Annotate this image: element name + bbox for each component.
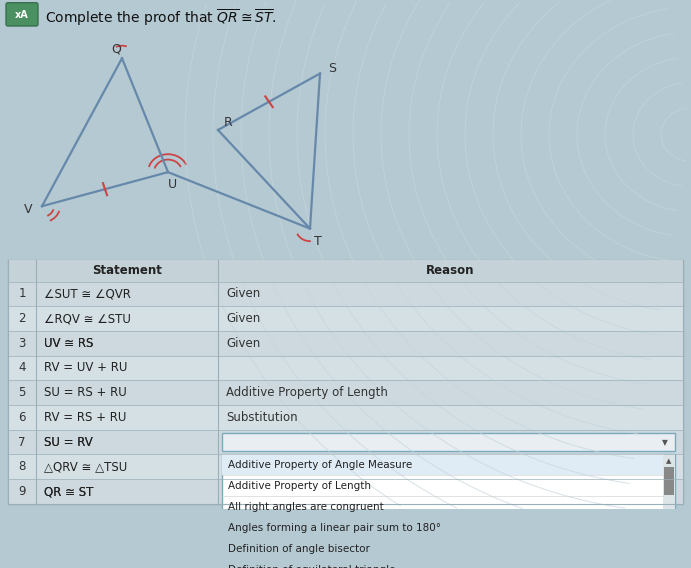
Text: Given: Given bbox=[226, 287, 261, 300]
FancyBboxPatch shape bbox=[8, 356, 683, 381]
Text: Given: Given bbox=[226, 337, 261, 350]
Text: V: V bbox=[23, 203, 32, 216]
Text: 2: 2 bbox=[18, 312, 26, 325]
FancyBboxPatch shape bbox=[8, 282, 683, 306]
Text: 3: 3 bbox=[19, 337, 26, 350]
Text: UV ≅ RS: UV ≅ RS bbox=[44, 337, 93, 350]
FancyBboxPatch shape bbox=[8, 405, 683, 430]
Text: Statement: Statement bbox=[92, 264, 162, 277]
FancyBboxPatch shape bbox=[8, 260, 683, 282]
Text: Angles forming a linear pair sum to 180°: Angles forming a linear pair sum to 180° bbox=[228, 523, 441, 533]
Text: Additive Property of Length: Additive Property of Length bbox=[226, 386, 388, 399]
Text: RV = RS + RU: RV = RS + RU bbox=[44, 411, 126, 424]
Text: QR ≅ ST: QR ≅ ST bbox=[44, 485, 93, 498]
Text: xA: xA bbox=[15, 10, 29, 20]
FancyBboxPatch shape bbox=[8, 381, 683, 405]
FancyBboxPatch shape bbox=[8, 454, 683, 479]
Text: 5: 5 bbox=[19, 386, 26, 399]
Text: Additive Property of Length: Additive Property of Length bbox=[228, 481, 371, 491]
Text: Q: Q bbox=[111, 43, 121, 56]
Text: All right angles are congruent: All right angles are congruent bbox=[228, 502, 384, 512]
Text: 6: 6 bbox=[18, 411, 26, 424]
Text: ▼: ▼ bbox=[662, 437, 668, 446]
Text: ▲: ▲ bbox=[666, 458, 672, 463]
FancyBboxPatch shape bbox=[222, 454, 663, 475]
Text: ∠RQV ≅ ∠STU: ∠RQV ≅ ∠STU bbox=[44, 312, 131, 325]
FancyBboxPatch shape bbox=[8, 306, 683, 331]
FancyBboxPatch shape bbox=[6, 3, 38, 26]
Text: Definition of angle bisector: Definition of angle bisector bbox=[228, 544, 370, 554]
Text: U: U bbox=[167, 178, 177, 191]
Text: UV ≅ RS: UV ≅ RS bbox=[44, 337, 93, 350]
Text: Definition of equilateral triangle: Definition of equilateral triangle bbox=[228, 565, 395, 568]
Text: RV = UV + RU: RV = UV + RU bbox=[44, 361, 127, 374]
Text: 8: 8 bbox=[19, 460, 26, 473]
Text: ∠SUT ≅ ∠QVR: ∠SUT ≅ ∠QVR bbox=[44, 287, 131, 300]
Text: SU = RV: SU = RV bbox=[44, 436, 93, 449]
FancyBboxPatch shape bbox=[222, 454, 675, 568]
FancyBboxPatch shape bbox=[222, 433, 675, 451]
Text: R: R bbox=[224, 116, 232, 130]
FancyBboxPatch shape bbox=[8, 430, 683, 454]
FancyBboxPatch shape bbox=[8, 479, 683, 504]
Text: 7: 7 bbox=[18, 436, 26, 449]
Text: Complete the proof that $\overline{QR} \cong \overline{ST}$.: Complete the proof that $\overline{QR} \… bbox=[45, 8, 276, 28]
FancyBboxPatch shape bbox=[663, 454, 675, 568]
FancyBboxPatch shape bbox=[8, 331, 683, 356]
Text: Reason: Reason bbox=[426, 264, 475, 277]
Text: SU = RS + RU: SU = RS + RU bbox=[44, 386, 126, 399]
Text: Additive Property of Angle Measure: Additive Property of Angle Measure bbox=[228, 460, 413, 470]
FancyBboxPatch shape bbox=[8, 260, 683, 504]
Text: 9: 9 bbox=[18, 485, 26, 498]
Text: 1: 1 bbox=[18, 287, 26, 300]
Text: Given: Given bbox=[226, 312, 261, 325]
Text: S: S bbox=[328, 62, 336, 74]
Text: 4: 4 bbox=[18, 361, 26, 374]
Text: △QRV ≅ △TSU: △QRV ≅ △TSU bbox=[44, 460, 127, 473]
Text: SU = RV: SU = RV bbox=[44, 436, 93, 449]
Text: Substitution: Substitution bbox=[226, 411, 298, 424]
Text: QR ≅ ST: QR ≅ ST bbox=[44, 485, 93, 498]
FancyBboxPatch shape bbox=[664, 467, 674, 495]
Text: T: T bbox=[314, 235, 322, 248]
